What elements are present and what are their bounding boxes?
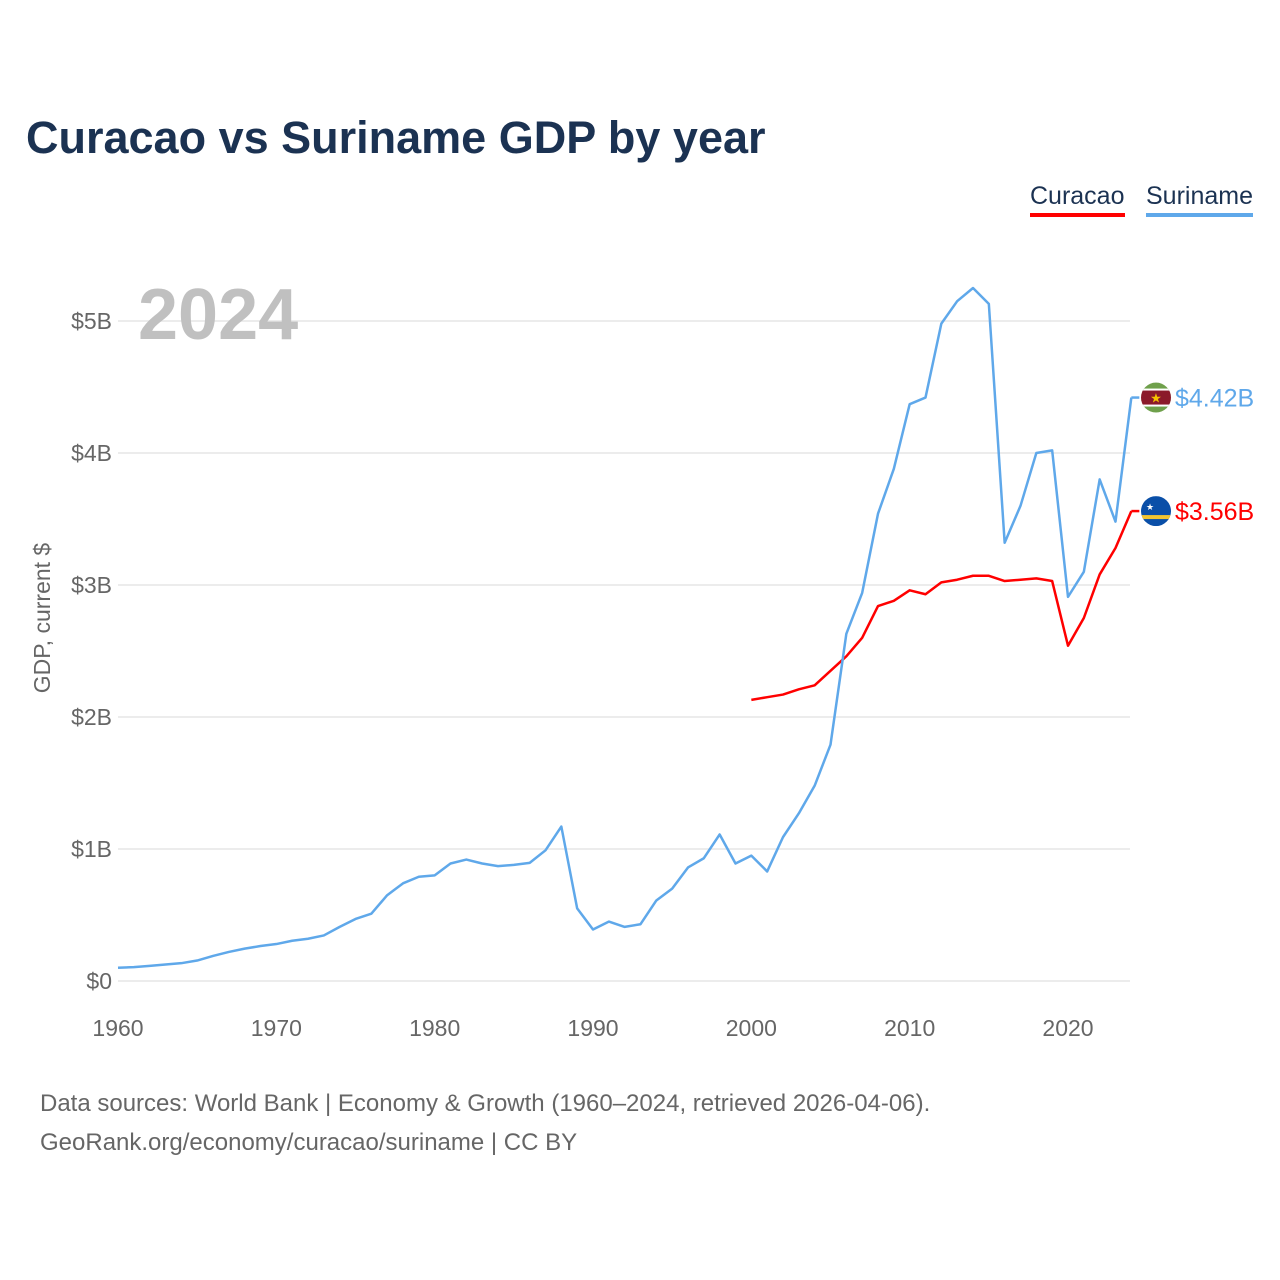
y-tick-label: $4B bbox=[71, 440, 112, 466]
curacao-flag-icon: ★ bbox=[1141, 496, 1171, 527]
year-watermark: 2024 bbox=[138, 275, 298, 355]
x-tick-label: 1990 bbox=[567, 1015, 618, 1041]
source-line-2[interactable]: GeoRank.org/economy/curacao/suriname | C… bbox=[40, 1129, 578, 1156]
legend-item-suriname[interactable]: Suriname bbox=[1146, 182, 1253, 217]
svg-text:★: ★ bbox=[1146, 502, 1154, 512]
series-line-curacao bbox=[751, 510, 1133, 702]
end-value-label-suriname: $4.42B bbox=[1175, 385, 1254, 413]
x-tick-label: 2020 bbox=[1042, 1015, 1093, 1041]
y-tick-label: $2B bbox=[71, 704, 112, 730]
svg-text:★: ★ bbox=[1150, 391, 1162, 406]
x-tick-label: 2000 bbox=[726, 1015, 777, 1041]
y-tick-label: $5B bbox=[71, 308, 112, 334]
suriname-flag-icon: ★ bbox=[1141, 382, 1171, 413]
x-tick-label: 2010 bbox=[884, 1015, 935, 1041]
source-line-1: Data sources: World Bank | Economy & Gro… bbox=[40, 1090, 931, 1117]
y-axis-label: GDP, current $ bbox=[29, 543, 55, 694]
chart-title: Curacao vs Suriname GDP by year bbox=[26, 112, 766, 163]
x-tick-label: 1970 bbox=[251, 1015, 302, 1041]
end-value-label-curacao: $3.56B bbox=[1175, 498, 1254, 526]
series-line-suriname bbox=[117, 286, 1133, 970]
y-tick-label: $0 bbox=[86, 968, 112, 994]
x-tick-label: 1980 bbox=[409, 1015, 460, 1041]
y-tick-label: $3B bbox=[71, 572, 112, 598]
source-note: Data sources: World Bank | Economy & Gro… bbox=[40, 1084, 930, 1162]
legend-item-curacao[interactable]: Curacao bbox=[1030, 182, 1125, 217]
y-tick-label: $1B bbox=[71, 836, 112, 862]
x-tick-label: 1960 bbox=[92, 1015, 143, 1041]
